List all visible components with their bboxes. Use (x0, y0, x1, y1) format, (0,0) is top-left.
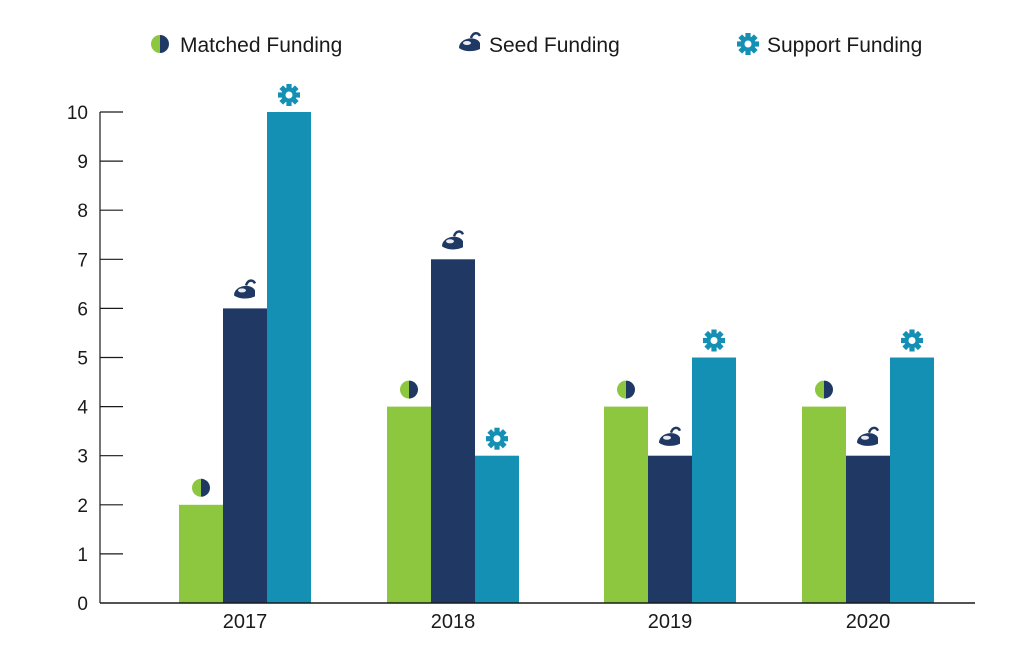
legend-item-matched-funding: Matched Funding (151, 34, 342, 57)
y-axis: 0 1 2 3 4 5 6 7 8 9 10 (67, 103, 123, 615)
marker-gear-icon-2020 (901, 329, 923, 352)
marker-seed-pot-icon-2020 (857, 426, 880, 446)
legend-label-matched-funding: Matched Funding (180, 34, 342, 57)
legend-item-seed-funding: Seed Funding (459, 32, 620, 57)
legend-label-seed-funding: Seed Funding (489, 34, 620, 57)
y-tick-label: 5 (77, 349, 88, 370)
y-tick-label: 2 (77, 496, 88, 517)
legend-label-support-funding: Support Funding (767, 34, 922, 57)
legend-half-circle-icon (151, 35, 169, 53)
x-tick-label-2020: 2020 (846, 611, 891, 633)
x-axis: 2017 2018 2019 2020 (100, 602, 975, 633)
bar-support-funding-2019 (692, 357, 736, 603)
bar-seed-funding-2019 (648, 455, 692, 603)
y-tick-label: 9 (77, 152, 88, 173)
y-tick-label: 3 (77, 447, 88, 468)
bar-seed-funding-2017 (223, 308, 267, 603)
legend-seed-pot-icon (459, 32, 482, 52)
y-tick-label: 7 (77, 250, 88, 271)
marker-seed-pot-icon-2018 (442, 230, 465, 250)
y-tick-label: 8 (77, 201, 88, 222)
bar-matched-funding-2017 (179, 504, 223, 603)
marker-half-circle-icon-2018 (400, 380, 419, 399)
legend-item-support-funding: Support Funding (737, 33, 922, 57)
marker-half-circle-icon-2020 (815, 380, 833, 399)
y-tick-label: 4 (77, 398, 88, 419)
bars (179, 112, 934, 603)
bar-support-funding-2018 (475, 455, 519, 603)
bar-markers (192, 84, 923, 497)
bar-matched-funding-2019 (604, 406, 648, 603)
legend: Matched Funding Seed Funding Support Fundi… (151, 32, 922, 57)
bar-seed-funding-2018 (431, 259, 475, 603)
bar-matched-funding-2020 (802, 406, 846, 603)
bar-matched-funding-2018 (387, 406, 431, 603)
x-tick-label-2017: 2017 (223, 611, 268, 633)
marker-gear-icon-2018 (486, 427, 508, 450)
bar-seed-funding-2020 (846, 455, 890, 603)
y-tick-label: 1 (77, 545, 88, 566)
y-tick-label: 10 (67, 103, 88, 124)
marker-seed-pot-icon-2017 (234, 279, 257, 299)
legend-gear-icon (737, 33, 759, 55)
bar-support-funding-2020 (890, 357, 934, 603)
y-tick-label: 0 (77, 594, 88, 615)
bar-support-funding-2017 (267, 112, 311, 603)
x-tick-label-2019: 2019 (648, 611, 693, 633)
x-tick-label-2018: 2018 (431, 611, 476, 633)
marker-half-circle-icon-2019 (617, 380, 635, 399)
marker-gear-icon-2019 (703, 329, 725, 352)
marker-half-circle-icon-2017 (192, 478, 210, 497)
y-tick-label: 6 (77, 299, 88, 320)
marker-gear-icon-2017 (278, 84, 300, 106)
marker-seed-pot-icon-2019 (659, 426, 682, 446)
